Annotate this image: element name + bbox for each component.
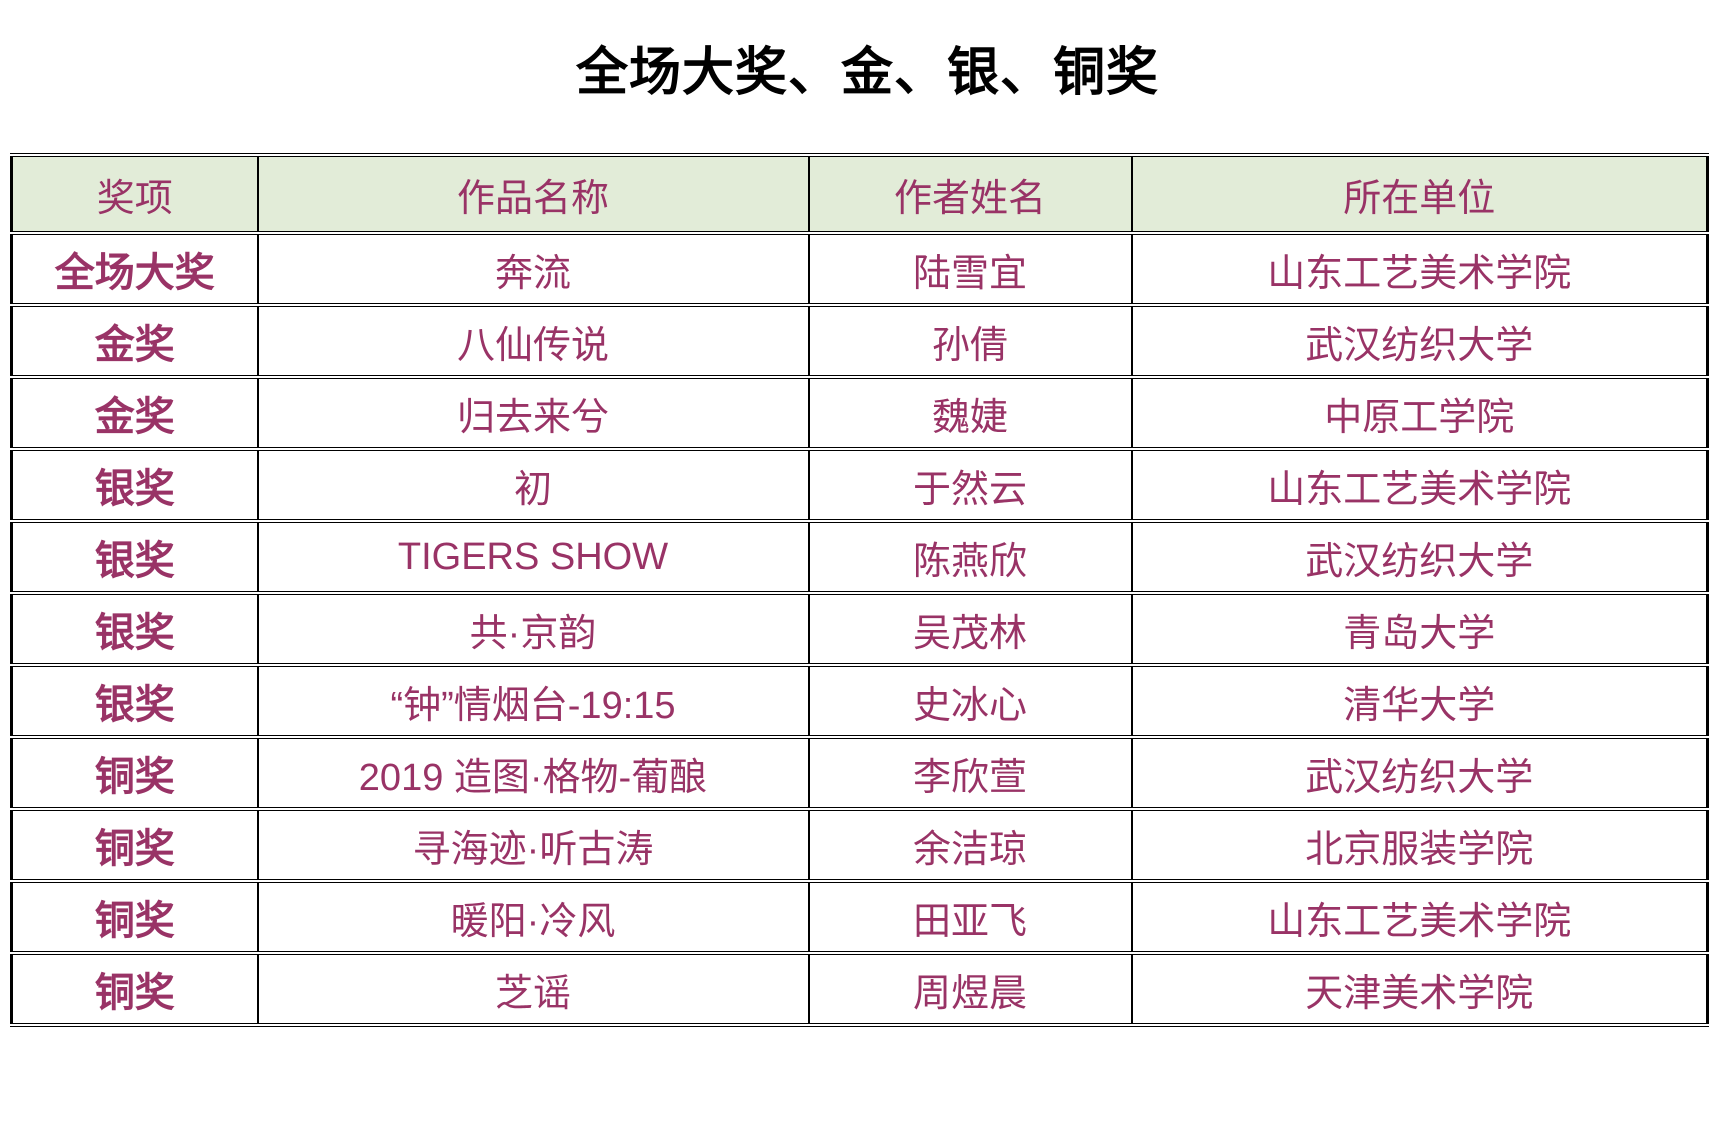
cell-work-title: 初 — [256, 447, 810, 523]
column-header-work-title: 作品名称 — [256, 153, 810, 235]
cell-author-name: 史冰心 — [807, 663, 1133, 739]
cell-institution: 清华大学 — [1130, 663, 1709, 739]
cell-work-title: 奔流 — [256, 231, 810, 307]
cell-award: 金奖 — [10, 375, 259, 451]
cell-author-name: 于然云 — [807, 447, 1133, 523]
table-row: 金奖 归去来兮 魏婕 中原工学院 — [10, 375, 1709, 451]
cell-author-name: 吴茂林 — [807, 591, 1133, 667]
cell-award: 金奖 — [10, 303, 259, 379]
table-row: 银奖 TIGERS SHOW 陈燕欣 武汉纺织大学 — [10, 519, 1709, 595]
table-row: 银奖 “钟”情烟台-19:15 史冰心 清华大学 — [10, 663, 1709, 739]
cell-work-title: TIGERS SHOW — [256, 519, 810, 595]
cell-work-title: 寻海迹·听古涛 — [256, 807, 810, 883]
cell-work-title: 归去来兮 — [256, 375, 810, 451]
cell-author-name: 田亚飞 — [807, 879, 1133, 955]
cell-author-name: 陈燕欣 — [807, 519, 1133, 595]
cell-award: 银奖 — [10, 663, 259, 739]
table-header-row: 奖项 作品名称 作者姓名 所在单位 — [10, 153, 1709, 235]
cell-award: 银奖 — [10, 519, 259, 595]
cell-award: 全场大奖 — [10, 231, 259, 307]
cell-work-title: 芝谣 — [256, 951, 810, 1027]
cell-institution: 中原工学院 — [1130, 375, 1709, 451]
table-row: 银奖 初 于然云 山东工艺美术学院 — [10, 447, 1709, 523]
table-row: 银奖 共·京韵 吴茂林 青岛大学 — [10, 591, 1709, 667]
cell-author-name: 陆雪宜 — [807, 231, 1133, 307]
cell-work-title: 2019 造图·格物-葡酿 — [256, 735, 810, 811]
cell-institution: 北京服装学院 — [1130, 807, 1709, 883]
cell-award: 银奖 — [10, 591, 259, 667]
table-row: 铜奖 暖阳·冷风 田亚飞 山东工艺美术学院 — [10, 879, 1709, 955]
cell-work-title: 八仙传说 — [256, 303, 810, 379]
cell-work-title: 暖阳·冷风 — [256, 879, 810, 955]
table-row: 铜奖 芝谣 周煜晨 天津美术学院 — [10, 951, 1709, 1027]
cell-author-name: 魏婕 — [807, 375, 1133, 451]
cell-award: 铜奖 — [10, 735, 259, 811]
cell-institution: 山东工艺美术学院 — [1130, 447, 1709, 523]
cell-author-name: 李欣萱 — [807, 735, 1133, 811]
cell-author-name: 周煜晨 — [807, 951, 1133, 1027]
table-row: 铜奖 寻海迹·听古涛 余洁琼 北京服装学院 — [10, 807, 1709, 883]
cell-institution: 武汉纺织大学 — [1130, 519, 1709, 595]
page-title: 全场大奖、金、银、铜奖 — [575, 44, 1159, 102]
cell-institution: 武汉纺织大学 — [1130, 303, 1709, 379]
cell-institution: 青岛大学 — [1130, 591, 1709, 667]
awards-table: 奖项 作品名称 作者姓名 所在单位 全场大奖 奔流 陆雪宜 山东工艺美术学院 金… — [10, 153, 1709, 1027]
table-row: 铜奖 2019 造图·格物-葡酿 李欣萱 武汉纺织大学 — [10, 735, 1709, 811]
column-header-author-name: 作者姓名 — [807, 153, 1133, 235]
cell-institution: 天津美术学院 — [1130, 951, 1709, 1027]
table-row: 金奖 八仙传说 孙倩 武汉纺织大学 — [10, 303, 1709, 379]
cell-work-title: “钟”情烟台-19:15 — [256, 663, 810, 739]
column-header-institution: 所在单位 — [1130, 153, 1709, 235]
cell-institution: 山东工艺美术学院 — [1130, 231, 1709, 307]
table-row: 全场大奖 奔流 陆雪宜 山东工艺美术学院 — [10, 231, 1709, 307]
cell-author-name: 余洁琼 — [807, 807, 1133, 883]
cell-author-name: 孙倩 — [807, 303, 1133, 379]
cell-award: 铜奖 — [10, 807, 259, 883]
cell-award: 银奖 — [10, 447, 259, 523]
cell-award: 铜奖 — [10, 879, 259, 955]
column-header-award: 奖项 — [10, 153, 259, 235]
cell-institution: 山东工艺美术学院 — [1130, 879, 1709, 955]
cell-award: 铜奖 — [10, 951, 259, 1027]
cell-institution: 武汉纺织大学 — [1130, 735, 1709, 811]
cell-work-title: 共·京韵 — [256, 591, 810, 667]
